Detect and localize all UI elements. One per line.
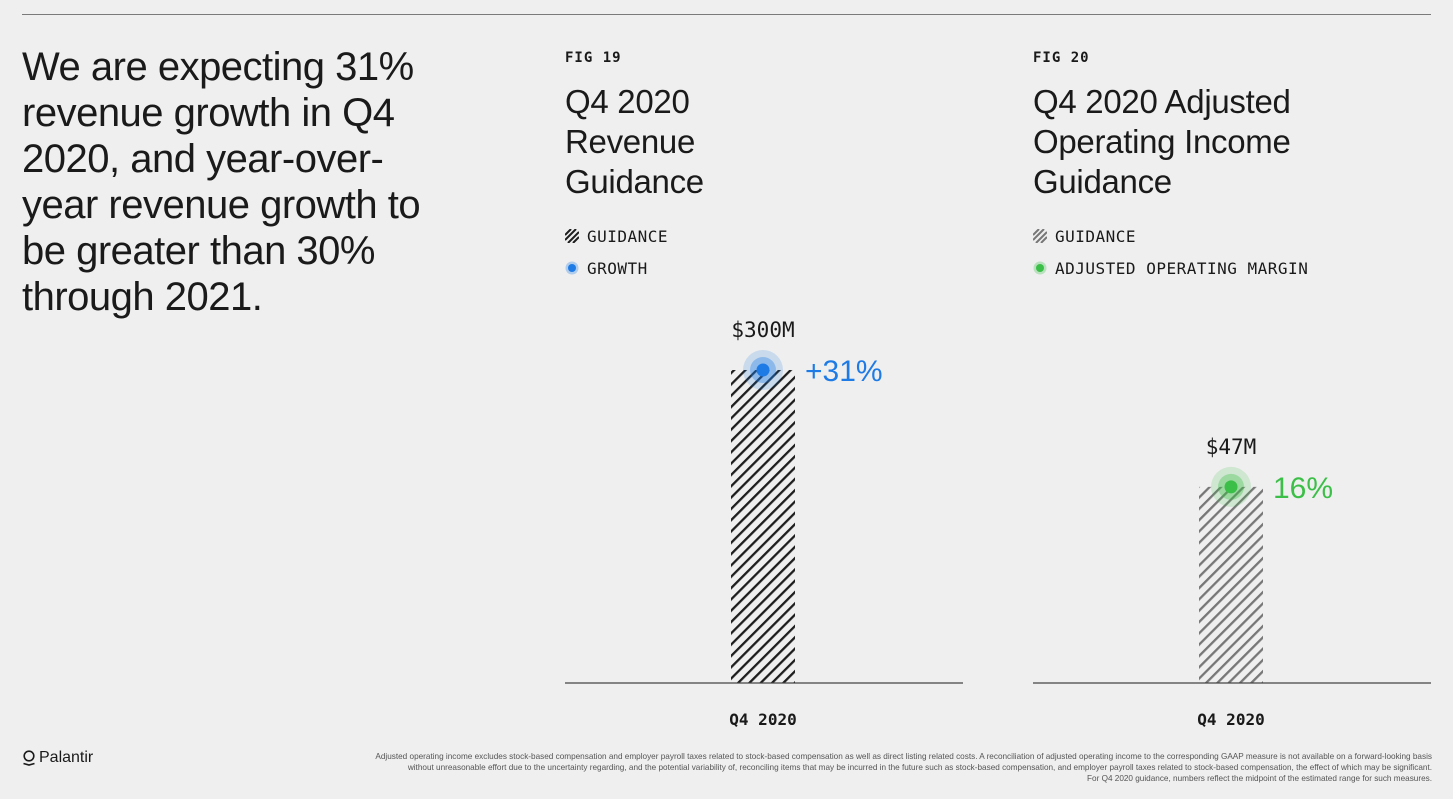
blue-dot-icon xyxy=(565,261,579,275)
legend-item-guidance: GUIDANCE xyxy=(565,220,668,252)
legend-item-growth: GROWTH xyxy=(565,252,668,284)
marker-label: +31% xyxy=(805,355,883,388)
bar-marker xyxy=(743,350,783,390)
palantir-logo: Palantir xyxy=(22,749,93,767)
fig19-title: Q4 2020 Revenue Guidance xyxy=(565,83,704,200)
bar xyxy=(1199,486,1263,683)
fig19-chart: $300M +31% Q4 2020 xyxy=(565,318,963,729)
legend-label: GUIDANCE xyxy=(1055,226,1137,246)
fig20-chart: $47M 16% Q4 2020 xyxy=(1033,435,1431,729)
fig19-label: FIG 19 xyxy=(565,50,622,66)
legend-label: GROWTH xyxy=(587,258,648,278)
hatch-light-icon xyxy=(1033,229,1047,243)
legend-item-margin: ADJUSTED OPERATING MARGIN xyxy=(1033,252,1308,284)
fig20-panel: FIG 20 Q4 2020 Adjusted Operating Income… xyxy=(1033,50,1431,740)
x-tick-label: Q4 2020 xyxy=(729,710,796,729)
fig20-legend: GUIDANCE ADJUSTED OPERATING MARGIN xyxy=(1033,220,1308,284)
footnote-line: Adjusted operating income excludes stock… xyxy=(375,752,1432,761)
hatch-dark-icon xyxy=(565,229,579,243)
legend-label: GUIDANCE xyxy=(587,226,669,246)
logo-text: Palantir xyxy=(39,749,94,766)
footnote-line: without unreasonable effort due to the u… xyxy=(407,763,1432,772)
footnote: Adjusted operating income excludes stock… xyxy=(132,751,1432,784)
x-tick-label: Q4 2020 xyxy=(1197,710,1264,729)
fig19-legend: GUIDANCE GROWTH xyxy=(565,220,668,284)
bar xyxy=(731,370,795,683)
headline: We are expecting 31% revenue growth in Q… xyxy=(22,45,421,319)
legend-label: ADJUSTED OPERATING MARGIN xyxy=(1055,258,1309,278)
fig20-label: FIG 20 xyxy=(1033,50,1090,66)
top-divider xyxy=(22,14,1431,15)
footnote-line: For Q4 2020 guidance, numbers reflect th… xyxy=(1087,774,1432,783)
value-label: $300M xyxy=(731,318,794,342)
marker-label: 16% xyxy=(1273,472,1333,505)
fig20-title: Q4 2020 Adjusted Operating Income Guidan… xyxy=(1033,83,1291,200)
value-label: $47M xyxy=(1206,435,1257,459)
legend-item-guidance: GUIDANCE xyxy=(1033,220,1308,252)
bar-marker xyxy=(1211,466,1251,507)
fig19-panel: FIG 19 Q4 2020 Revenue Guidance GUIDANCE… xyxy=(565,50,963,740)
green-dot-icon xyxy=(1033,261,1047,275)
palantir-logo-icon xyxy=(23,750,35,766)
